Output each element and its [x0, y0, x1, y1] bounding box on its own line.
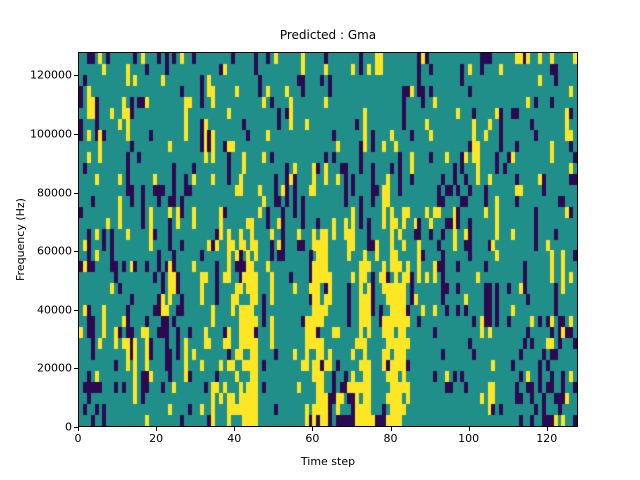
x-tick-mark: [468, 427, 470, 431]
x-tick-mark: [156, 427, 158, 431]
x-tick-label: 0: [74, 432, 82, 445]
y-tick-label-text: 0: [65, 420, 72, 434]
heatmap-plot-area: [78, 52, 578, 427]
y-tick-label-text: 20000: [37, 361, 72, 375]
x-tick-mark: [546, 427, 548, 431]
y-tick-label-text: 40000: [37, 303, 72, 317]
y-axis-label: Frequency (Hz): [14, 198, 27, 281]
x-tick-label: 80: [383, 432, 398, 445]
x-tick-mark: [390, 427, 392, 431]
chart-title: Predicted : Gma: [279, 28, 377, 42]
x-tick-mark: [312, 427, 314, 431]
y-tick-mark: [74, 309, 78, 311]
y-tick-mark: [74, 75, 78, 77]
y-tick-mark: [74, 134, 78, 136]
y-tick-label-text: 120000: [30, 68, 72, 82]
x-tick-mark: [234, 427, 236, 431]
x-axis-label: Time step: [300, 455, 356, 468]
x-tick-label: 120: [536, 432, 558, 445]
x-tick-mark: [78, 427, 79, 431]
y-tick-mark: [74, 192, 78, 194]
y-tick-mark: [74, 251, 78, 253]
y-tick-label-text: 100000: [30, 127, 72, 141]
x-tick-label: 20: [149, 432, 164, 445]
y-tick-mark: [74, 427, 78, 428]
y-tick-mark: [74, 368, 78, 370]
y-tick-label-text: 60000: [37, 244, 72, 258]
heatmap-image: [79, 53, 577, 426]
x-tick-label: 100: [458, 432, 480, 445]
y-tick-label-text: 80000: [37, 186, 72, 200]
x-tick-label: 40: [227, 432, 242, 445]
x-tick-label: 60: [305, 432, 320, 445]
